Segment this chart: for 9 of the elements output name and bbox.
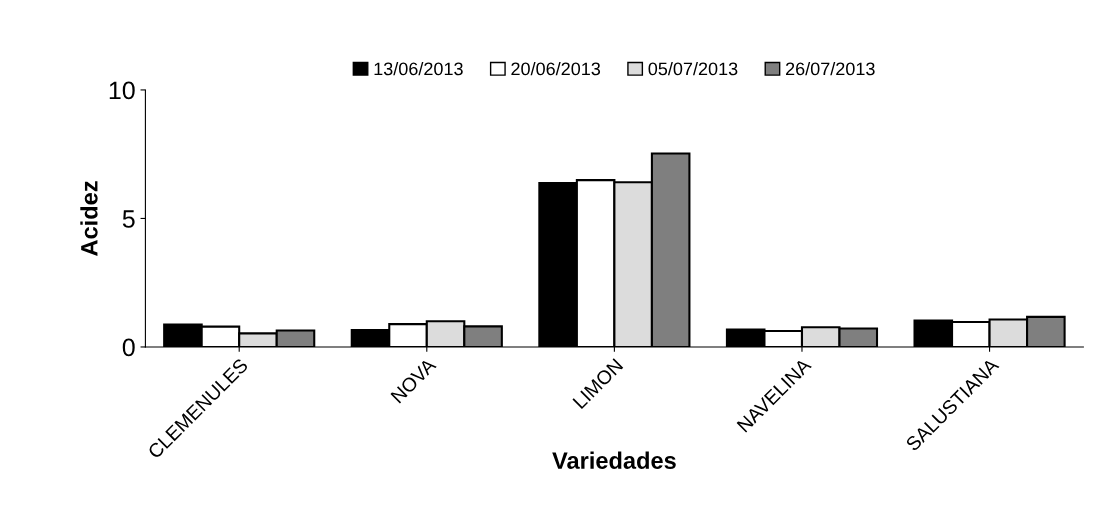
y-axis-title: Acidez	[80, 181, 98, 256]
x-axis-title: Variedades	[552, 451, 676, 469]
y-tick-label: 0	[122, 338, 135, 357]
legend-label: 13/06/2013	[374, 62, 463, 76]
y-tick-label: 5	[122, 210, 135, 228]
legend-label: 05/07/2013	[648, 62, 738, 76]
legend-label: 20/06/2013	[511, 62, 601, 76]
y-tick-label: 10	[109, 81, 135, 100]
legend-label: 26/07/2013	[786, 62, 875, 76]
